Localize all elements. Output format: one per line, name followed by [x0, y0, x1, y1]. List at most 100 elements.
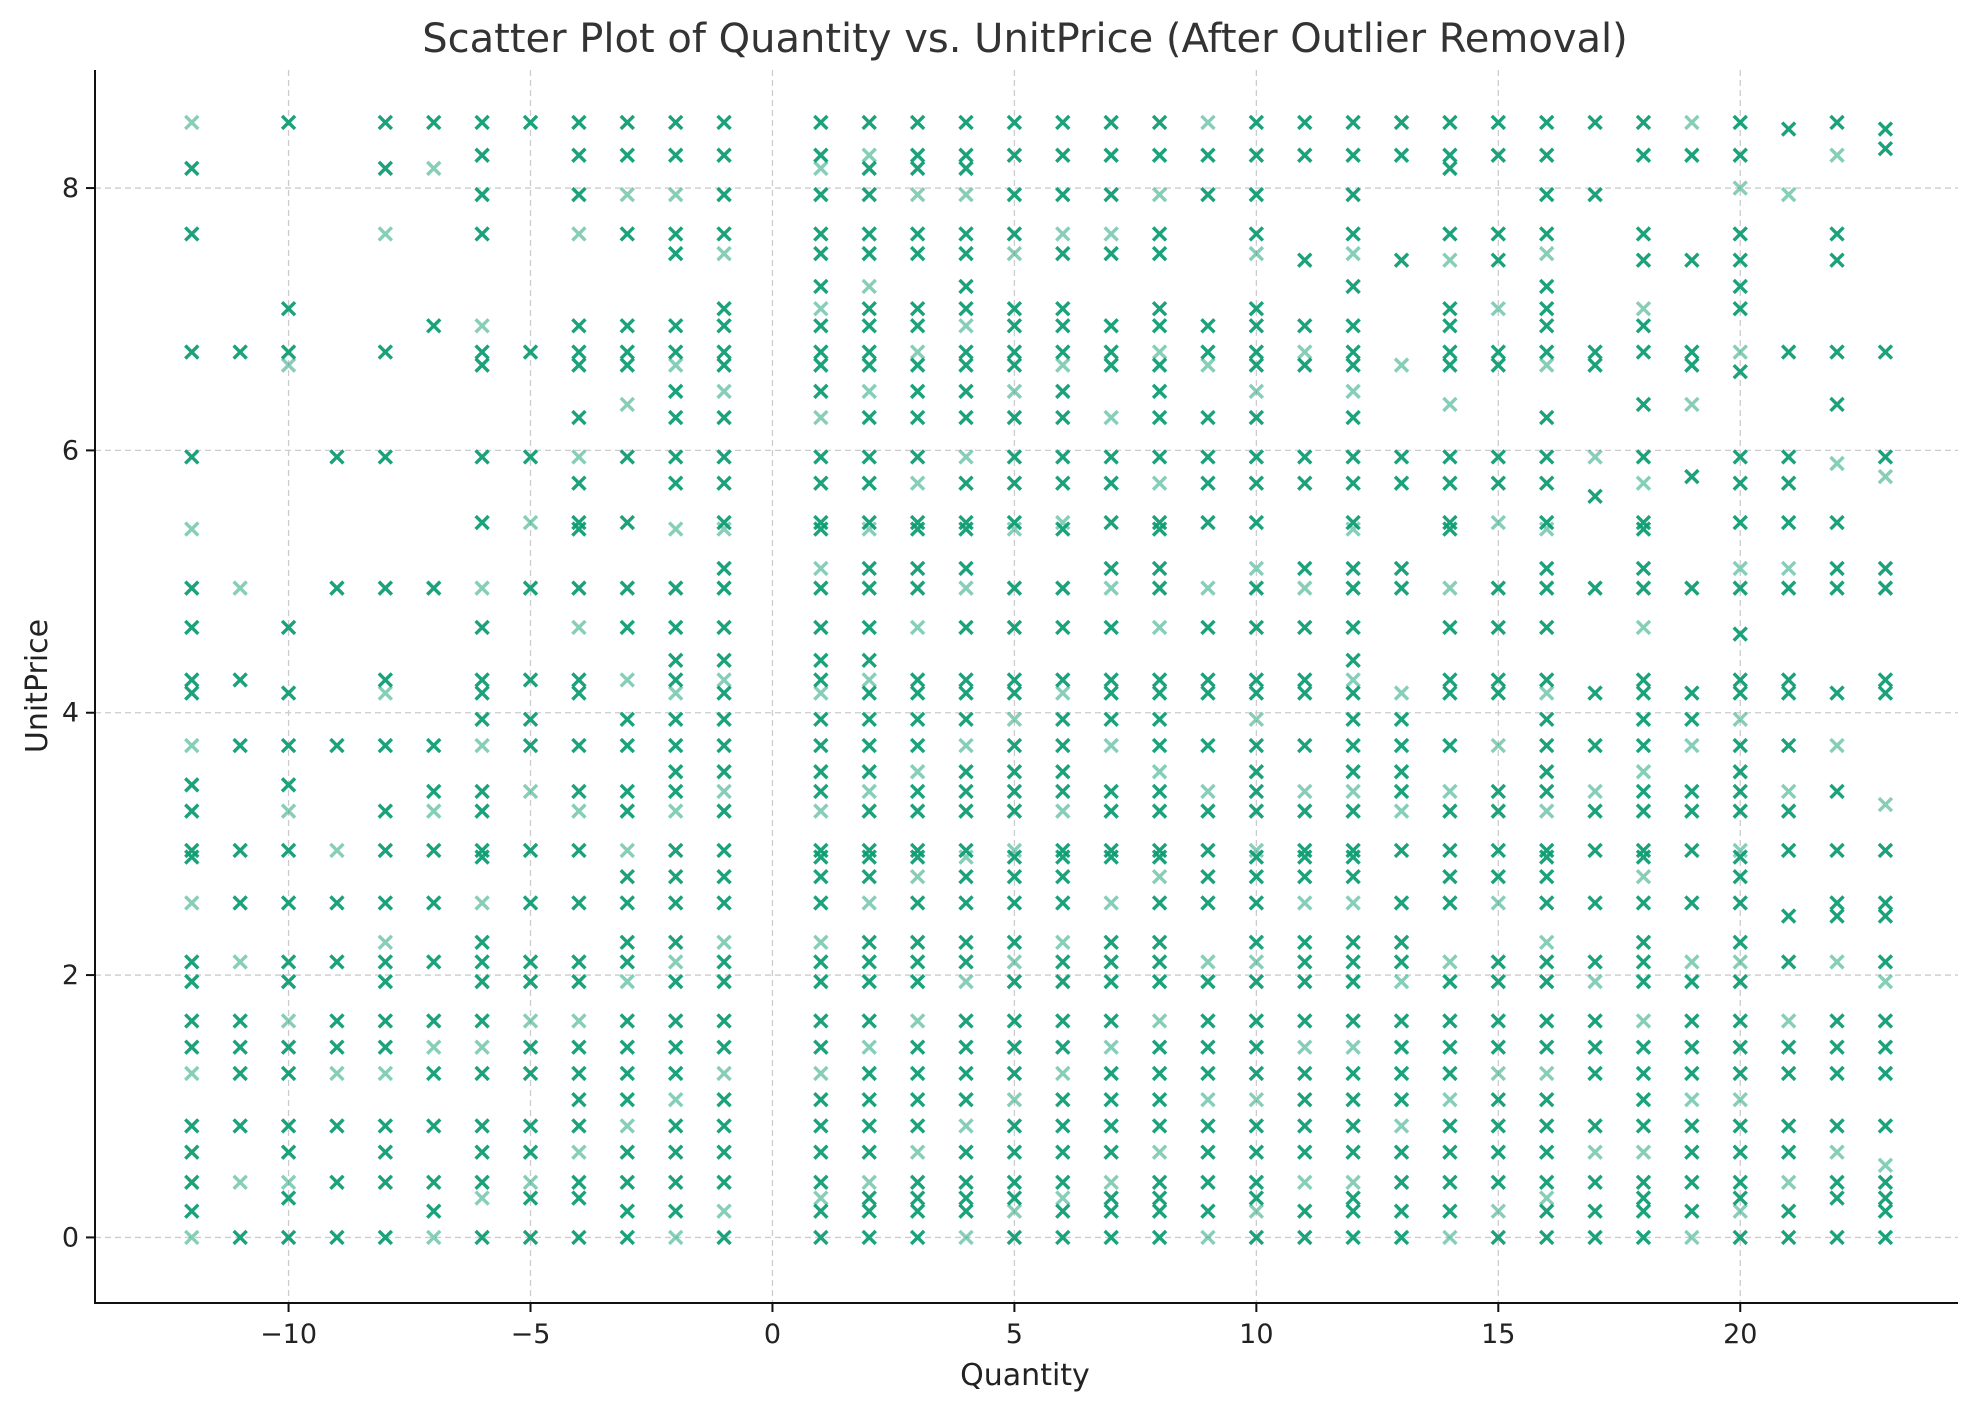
data-point [1684, 468, 1700, 485]
data-point [1151, 973, 1168, 990]
data-point [232, 1174, 248, 1191]
chart-title: Scatter Plot of Quantity vs. UnitPrice (… [422, 16, 1627, 62]
data-point [813, 245, 829, 262]
data-point [1780, 954, 1797, 970]
data-point [958, 619, 974, 636]
data-point [280, 1013, 297, 1029]
data-point [522, 895, 539, 911]
data-point [667, 245, 684, 262]
data-point [184, 1174, 200, 1191]
data-point [909, 186, 926, 203]
data-point [861, 737, 877, 754]
data-point [619, 1065, 635, 1082]
data-point [1297, 1039, 1313, 1055]
data-point [1006, 934, 1023, 950]
data-point [1006, 685, 1023, 701]
data-point [1248, 895, 1265, 911]
data-point [1248, 737, 1265, 754]
data-point [280, 803, 297, 819]
data-point [1732, 226, 1748, 242]
data-point [716, 318, 732, 334]
data-point [1297, 475, 1313, 491]
data-point [184, 954, 200, 970]
data-point [1442, 301, 1458, 317]
data-point [1442, 318, 1458, 334]
data-point [1393, 147, 1410, 163]
data-point [1490, 514, 1507, 531]
data-point [1345, 672, 1361, 688]
data-point [958, 1144, 974, 1160]
data-point [522, 672, 539, 688]
data-point [1055, 1013, 1071, 1029]
data-point [861, 114, 877, 131]
data-point [1732, 363, 1748, 380]
data-point [1587, 895, 1603, 911]
data-point [1103, 842, 1119, 859]
data-point [1635, 1039, 1652, 1055]
data-point [1103, 685, 1119, 701]
data-point [813, 652, 829, 668]
data-point [1103, 226, 1119, 242]
data-point [1538, 954, 1555, 970]
data-point [716, 1203, 732, 1219]
data-point [1490, 301, 1507, 317]
data-point [813, 619, 829, 636]
data-point [1538, 973, 1555, 990]
data-point [813, 764, 829, 780]
data-point [1442, 475, 1458, 491]
data-point [1055, 1190, 1071, 1206]
data-point [813, 803, 829, 819]
data-point [1006, 895, 1023, 911]
data-point [1442, 1203, 1458, 1219]
data-point [1393, 449, 1410, 465]
data-point [619, 783, 635, 800]
data-point [1345, 895, 1361, 911]
data-point [909, 147, 926, 163]
data-point [1248, 147, 1265, 163]
data-point [1877, 449, 1894, 465]
data-point [377, 1118, 394, 1134]
data-point [1538, 764, 1555, 780]
data-point [1877, 908, 1894, 924]
data-point [1635, 1091, 1652, 1108]
data-point [619, 357, 635, 373]
data-point [1248, 186, 1265, 203]
data-point [1345, 1144, 1361, 1160]
data-point [1200, 449, 1216, 465]
data-point [1442, 1039, 1458, 1055]
data-point [474, 357, 490, 373]
data-point [1684, 954, 1700, 970]
data-point [329, 1013, 345, 1029]
data-point [667, 685, 684, 701]
data-point [1200, 318, 1216, 334]
data-point [1780, 842, 1797, 859]
data-point [377, 160, 394, 177]
data-point [1248, 842, 1265, 859]
data-point [909, 449, 926, 465]
data-point [1538, 278, 1555, 295]
data-point [1442, 252, 1458, 268]
data-point [909, 226, 926, 242]
data-point [1103, 514, 1119, 531]
data-point [1055, 764, 1071, 780]
axes [94, 70, 1958, 1304]
data-point [1151, 783, 1168, 800]
data-point [958, 895, 974, 911]
data-point [571, 318, 587, 334]
data-point [1442, 672, 1458, 688]
data-point [1538, 1144, 1555, 1160]
data-point [958, 475, 974, 491]
data-point [1684, 783, 1700, 800]
data-point [1829, 147, 1845, 163]
data-point [571, 1229, 587, 1246]
data-point [1248, 764, 1265, 780]
data-point [1442, 783, 1458, 800]
data-point [909, 357, 926, 373]
data-point [1490, 252, 1507, 268]
data-point [1635, 685, 1652, 701]
data-point [1635, 226, 1652, 242]
data-point [571, 1174, 587, 1191]
data-point [1200, 803, 1216, 819]
data-point [1780, 1039, 1797, 1055]
